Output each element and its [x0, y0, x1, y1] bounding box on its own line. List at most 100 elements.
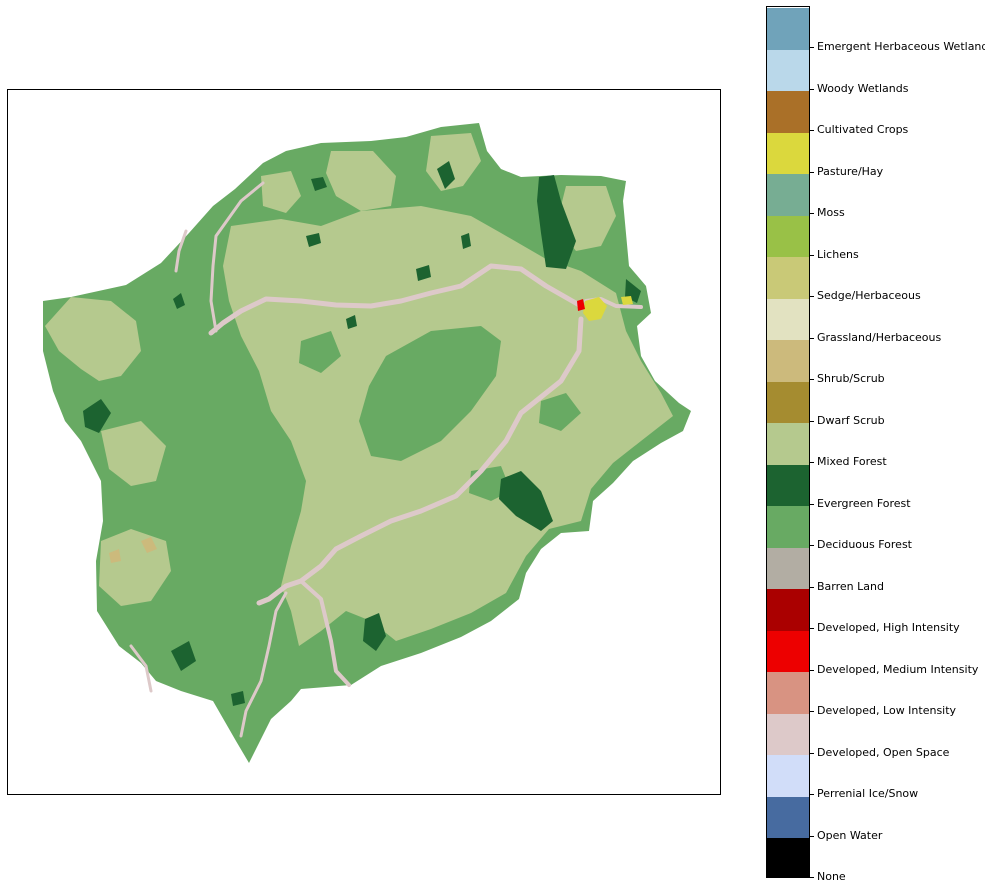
legend-label: Mixed Forest [817, 455, 887, 468]
deciduous-forest-area [299, 331, 341, 373]
legend-swatch [767, 215, 809, 258]
land-cover-map-frame [7, 89, 721, 795]
deciduous-forest-area [359, 326, 501, 461]
legend-label: Lichens [817, 247, 859, 261]
evergreen-forest-area [499, 471, 553, 531]
mixed-forest-area [45, 297, 141, 381]
legend-tick [810, 379, 814, 380]
legend-swatch [767, 7, 809, 50]
legend-tick [810, 462, 814, 463]
legend-swatch [767, 298, 809, 341]
evergreen-forest-area [346, 315, 357, 329]
legend-swatch [767, 547, 809, 590]
evergreen-forest-area [83, 399, 111, 433]
legend-swatch [767, 381, 809, 424]
developed-open-space-road [129, 644, 153, 693]
deciduous-forest-area [539, 393, 581, 431]
legend-label: Emergent Herbaceous Wetlands [817, 40, 985, 53]
legend-tick [810, 586, 814, 588]
evergreen-forest-area [171, 641, 196, 671]
legend-tick [810, 752, 814, 754]
legend-tick [810, 254, 814, 256]
legend-tick [810, 213, 814, 214]
evergreen-forest-area [363, 613, 386, 651]
land-cover-map [43, 123, 691, 763]
legend-label: Dwarf Scrub [817, 413, 885, 427]
shrub-scrub-area [141, 537, 157, 553]
legend-tick [810, 835, 814, 837]
mixed-forest-area [261, 171, 301, 213]
legend-swatch [767, 588, 809, 631]
legend-swatch [767, 256, 809, 299]
evergreen-forest-area [306, 233, 321, 247]
evergreen-forest-area [461, 233, 471, 249]
legend-label: Open Water [817, 828, 883, 842]
developed-open-space-road [174, 229, 188, 273]
legend-tick [810, 171, 814, 173]
legend-tick [810, 47, 814, 48]
developed-open-space-road [299, 579, 351, 687]
legend-tick [810, 88, 814, 90]
legend-swatch [767, 754, 809, 797]
legend-swatch [767, 713, 809, 756]
pasture-hay-area [583, 297, 607, 321]
developed-open-space-road [239, 591, 288, 738]
map-layer [43, 123, 691, 763]
legend-label: Developed, Medium Intensity [817, 662, 979, 676]
legend-tick [810, 877, 814, 878]
legend-label: Developed, Low Intensity [817, 704, 957, 717]
legend-label: Deciduous Forest [817, 538, 912, 551]
legend-tick [810, 337, 814, 339]
legend-swatch [767, 90, 809, 133]
legend-label: Woody Wetlands [817, 81, 909, 95]
legend-swatch [767, 671, 809, 714]
legend-swatch [767, 505, 809, 548]
legend-label: Developed, High Intensity [817, 621, 960, 634]
legend-tick [810, 711, 814, 712]
developed-open-space-road [208, 263, 584, 336]
legend-swatch [767, 173, 809, 216]
developed-medium-area [577, 299, 585, 311]
legend-swatch [767, 796, 809, 839]
evergreen-forest-area [416, 265, 431, 281]
legend-swatch [767, 422, 809, 465]
legend-swatch [767, 339, 809, 382]
legend-label: Shrub/Scrub [817, 372, 885, 385]
legend-label: Evergreen Forest [817, 496, 911, 510]
legend-label: Moss [817, 206, 845, 219]
legend-label: Developed, Open Space [817, 745, 950, 759]
legend-swatch [767, 837, 809, 877]
legend-label: Cultivated Crops [817, 123, 909, 136]
legend-tick [810, 628, 814, 629]
legend-label: None [817, 870, 846, 883]
legend-swatch [767, 132, 809, 175]
legend-colorbar [766, 6, 810, 878]
evergreen-forest-area [173, 293, 185, 309]
evergreen-forest-area [537, 175, 576, 269]
legend-tick [810, 420, 814, 422]
legend-tick [810, 130, 814, 131]
legend-label: Pasture/Hay [817, 164, 884, 178]
legend-label: Grassland/Herbaceous [817, 330, 942, 344]
mixed-forest-area [426, 133, 481, 191]
legend-tick [810, 296, 814, 297]
legend-tick [810, 794, 814, 795]
shrub-scrub-area [109, 549, 121, 563]
evergreen-forest-area [437, 161, 455, 189]
legend-swatch [767, 630, 809, 673]
legend-tick [810, 669, 814, 671]
legend-label: Barren Land [817, 579, 884, 593]
developed-open-space-road [256, 316, 584, 606]
legend-tick [810, 503, 814, 505]
evergreen-forest-area [231, 691, 245, 706]
legend-label: Sedge/Herbaceous [817, 289, 921, 302]
mixed-forest-area [101, 421, 166, 486]
mixed-forest-area [326, 151, 396, 211]
legend-tick [810, 545, 814, 546]
legend-swatch [767, 49, 809, 92]
pasture-hay-area [621, 296, 633, 305]
legend-swatch [767, 464, 809, 507]
legend-label: Perrenial Ice/Snow [817, 787, 919, 800]
developed-open-space-road [209, 181, 265, 333]
evergreen-forest-area [311, 177, 327, 191]
